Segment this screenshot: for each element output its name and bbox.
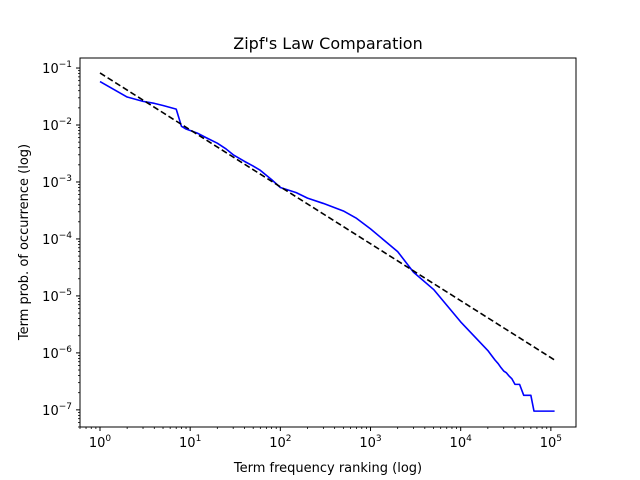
x-axis: 100 101 102 103 104 105 — [79, 427, 562, 451]
y-tick-base: 10 — [42, 404, 59, 419]
observed-series-line — [99, 80, 555, 412]
y-tick-base: 10 — [42, 290, 59, 305]
y-tick-base: 10 — [42, 176, 59, 191]
x-tick-base: 10 — [450, 436, 467, 451]
y-tick-label: 10−1 — [42, 60, 72, 77]
x-tick-base: 10 — [269, 436, 286, 451]
y-tick-exponent: −6 — [59, 345, 73, 355]
y-tick-exponent: −3 — [59, 174, 72, 184]
x-axis-label: Term frequency ranking (log) — [233, 461, 422, 476]
y-tick-label: 10−3 — [42, 174, 72, 191]
y-tick-base: 10 — [42, 233, 59, 248]
y-axis: 10−110−210−310−410−510−610−7 — [42, 60, 80, 428]
x-tick-base: 10 — [359, 436, 376, 451]
y-tick-base: 10 — [42, 119, 59, 134]
y-tick-label: 10−2 — [42, 117, 72, 134]
x-tick-label: 102 — [269, 434, 291, 451]
y-tick-label: 10−5 — [42, 288, 72, 305]
y-tick-label: 10−7 — [42, 402, 72, 419]
x-tick-base: 10 — [179, 436, 196, 451]
x-tick-exponent: 5 — [556, 434, 562, 444]
x-tick-base: 10 — [89, 436, 106, 451]
x-tick-label: 101 — [179, 434, 201, 451]
y-tick-base: 10 — [42, 347, 59, 362]
x-tick-label: 104 — [450, 434, 473, 451]
y-tick-exponent: −5 — [59, 288, 72, 298]
y-tick-exponent: −7 — [59, 402, 72, 412]
y-tick-label: 10−4 — [42, 231, 72, 248]
y-axis-label: Term prob. of occurrence (log) — [17, 144, 32, 341]
x-tick-exponent: 1 — [196, 434, 202, 444]
chart-title: Zipf's Law Comparation — [233, 34, 422, 53]
x-tick-exponent: 4 — [466, 434, 472, 444]
plot-lines — [99, 72, 556, 412]
y-tick-label: 10−6 — [42, 345, 72, 362]
x-tick-label: 105 — [540, 434, 562, 451]
plot-frame — [79, 57, 577, 428]
y-tick-base: 10 — [42, 62, 59, 77]
y-tick-exponent: −1 — [59, 60, 72, 70]
x-tick-exponent: 3 — [376, 434, 382, 444]
y-tick-exponent: −2 — [59, 117, 72, 127]
y-tick-exponent: −4 — [59, 231, 73, 241]
x-tick-exponent: 0 — [105, 434, 111, 444]
x-tick-base: 10 — [540, 436, 557, 451]
x-tick-label: 100 — [89, 434, 112, 451]
x-tick-label: 103 — [359, 434, 381, 451]
x-tick-exponent: 2 — [286, 434, 292, 444]
